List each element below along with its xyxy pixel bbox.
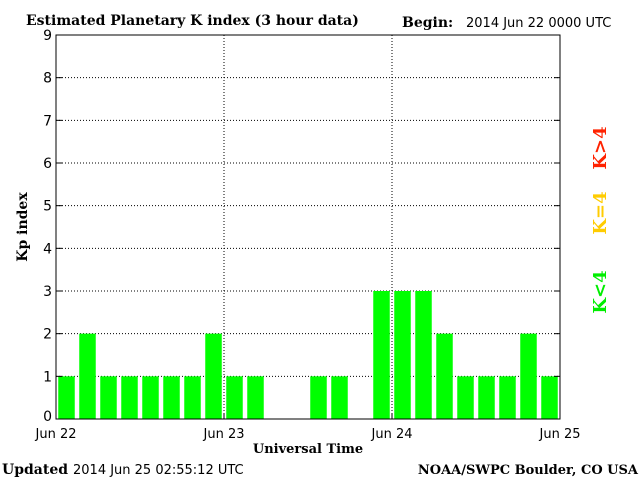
y-tick-label: 3 (43, 284, 52, 300)
begin-value: 2014 Jun 22 0000 UTC (466, 16, 611, 31)
x-tick-label: Jun 25 (539, 427, 581, 442)
kp-bar (331, 376, 348, 419)
x-tick-label: Jun 22 (35, 427, 77, 442)
updated-value: 2014 Jun 25 02:55:12 UTC (73, 463, 244, 478)
kp-bar (184, 376, 201, 419)
y-tick-label: 0 (43, 409, 52, 425)
chart-title: Estimated Planetary K index (3 hour data… (26, 13, 359, 29)
kp-bar (121, 376, 138, 419)
x-axis-label: Universal Time (253, 442, 363, 457)
y-tick-label: 1 (43, 369, 52, 385)
plot-frame (55, 34, 561, 420)
kp-bar (373, 291, 390, 419)
y-tick-label: 4 (43, 241, 52, 257)
kp-bar (79, 333, 96, 419)
kp-bar (226, 376, 243, 419)
kp-bar (100, 376, 117, 419)
kp-bar (205, 333, 222, 419)
y-tick-label: 7 (43, 113, 52, 129)
kp-bar (247, 376, 264, 419)
kp-bar (415, 291, 432, 419)
y-tick-label: 8 (43, 71, 52, 87)
legend-label: K=4 (590, 191, 611, 234)
kp-bar (478, 376, 495, 419)
kp-bar (163, 376, 180, 419)
y-axis-label: Kp index (15, 192, 31, 262)
y-tick-label: 6 (43, 156, 52, 172)
grid-lines (56, 35, 560, 419)
kp-bar (541, 376, 558, 419)
y-tick-label: 2 (43, 327, 52, 343)
kp-bar (310, 376, 327, 419)
source-credit: NOAA/SWPC Boulder, CO USA (418, 463, 639, 478)
kp-bar (58, 376, 75, 419)
legend-label: K<4 (590, 270, 611, 313)
updated-label: Updated (2, 462, 68, 478)
axis-ticks: 0 1 2 3 4 5 6 7 8 9 Jun 22 Jun 23 Jun 24 Jun 25 (35, 28, 581, 442)
legend: K<4 K=4 K>4 (590, 126, 611, 313)
y-tick-label: 9 (43, 28, 52, 44)
legend-label: K>4 (590, 126, 611, 169)
kp-bar (394, 291, 411, 419)
kp-bar (520, 333, 537, 419)
begin-label: Begin: (402, 15, 453, 31)
kp-bar (142, 376, 159, 419)
bars (58, 291, 558, 419)
kp-bar (499, 376, 516, 419)
y-tick-label: 5 (43, 199, 52, 215)
kp-bar (436, 333, 453, 419)
kp-bar (457, 376, 474, 419)
x-tick-label: Jun 24 (371, 427, 413, 442)
x-tick-label: Jun 23 (203, 427, 245, 442)
